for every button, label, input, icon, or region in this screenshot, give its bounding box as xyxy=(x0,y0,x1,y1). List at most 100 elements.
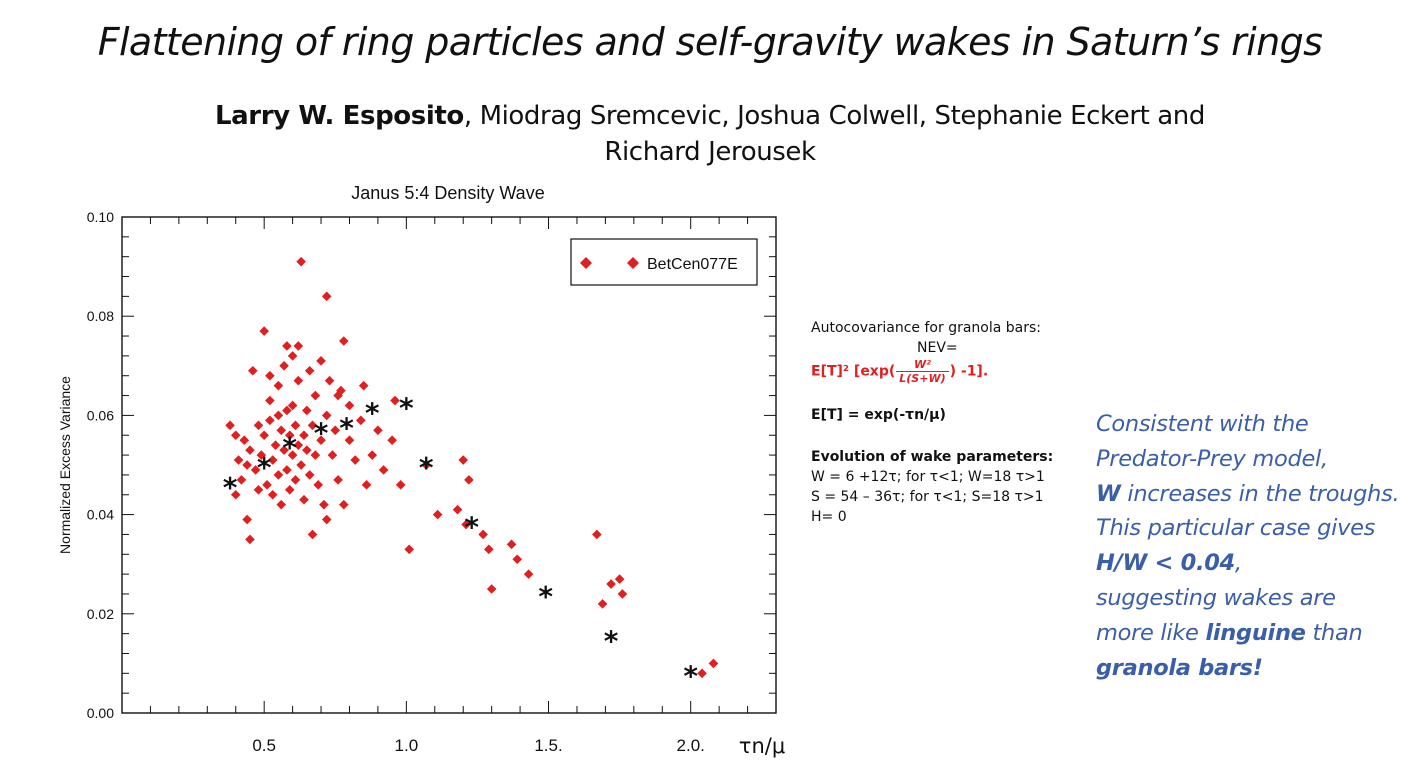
diamond-point xyxy=(395,480,406,490)
diamond-point xyxy=(245,445,255,455)
diamond-point xyxy=(236,475,247,485)
model-asterisk-point: * xyxy=(683,659,698,692)
diamond-point xyxy=(273,470,284,480)
legend-box xyxy=(570,238,758,286)
diamond-point xyxy=(265,395,275,406)
diamond-point xyxy=(367,450,378,460)
diamond-point xyxy=(512,554,523,565)
diamond-point xyxy=(233,455,244,465)
y-axis-label: Normalized Excess Variance xyxy=(57,376,73,554)
diamond-point xyxy=(299,430,309,441)
conclusion-text: Consistent with the Predator-Prey model,… xyxy=(1096,407,1416,685)
data-points: *** * * * ****** xyxy=(223,256,719,692)
diamond-point xyxy=(316,435,326,445)
x-tick-label: 1.5. xyxy=(534,736,562,755)
model-asterisk-point: * xyxy=(223,471,238,504)
diamond-point xyxy=(321,410,332,421)
diamond-point xyxy=(606,579,616,589)
diamond-point xyxy=(307,529,318,540)
model-asterisk-point: * xyxy=(538,580,553,613)
model-asterisk-point: * xyxy=(339,411,354,444)
diamond-point xyxy=(338,499,349,510)
diamond-point xyxy=(350,455,360,465)
conclusion-w: W xyxy=(1096,480,1121,507)
diamond-point xyxy=(310,390,321,401)
axis-ticks xyxy=(122,217,776,713)
nev-label: NEV= xyxy=(917,340,958,356)
diamond-point xyxy=(432,509,443,520)
diamond-point xyxy=(287,351,298,361)
diamond-point xyxy=(304,470,315,480)
nev-fraction: W² L(S+W) xyxy=(896,358,949,385)
diamond-point xyxy=(282,465,292,475)
nev-formula-lhs: E[T]² [exp( xyxy=(811,363,896,380)
nev-fraction-denominator: L(S+W) xyxy=(899,372,946,385)
diamond-point xyxy=(327,450,338,460)
diamond-point xyxy=(592,529,602,540)
diamond-point xyxy=(310,450,321,460)
diamond-point xyxy=(293,341,304,351)
diamond-point xyxy=(614,574,625,584)
conclusion-granola: granola bars! xyxy=(1096,654,1263,681)
nev-formula-rhs: ) -1]. xyxy=(949,363,989,380)
diamond-point xyxy=(299,494,309,505)
y-tick-label: 0.06 xyxy=(87,407,114,423)
diamond-point xyxy=(279,361,289,371)
conclusion-line-5-rest: , xyxy=(1234,550,1242,577)
diamond-point xyxy=(256,450,267,460)
diamond-point xyxy=(324,375,335,386)
diamond-point xyxy=(270,440,281,450)
model-asterisk-point: * xyxy=(604,625,619,658)
diamond-point xyxy=(225,420,235,431)
conclusion-line-3-rest: increases in the troughs. xyxy=(1120,480,1400,507)
x-tick-label: 1.0 xyxy=(395,736,419,755)
conclusion-line-2: Predator-Prey model, xyxy=(1096,445,1328,472)
diamond-point xyxy=(253,420,264,431)
density-wave-chart: Janus 5:4 Density Wave 0.000.020.040.060… xyxy=(57,183,785,758)
conclusion-line-8: granola bars! xyxy=(1096,651,1416,686)
x-tick-label: 2.0. xyxy=(677,736,705,755)
diamond-point xyxy=(333,390,343,401)
conclusion-line-6: suggesting wakes are xyxy=(1096,584,1336,611)
diamond-point xyxy=(378,465,389,475)
autocovariance-heading: Autocovariance for granola bars: xyxy=(811,320,1042,336)
diamond-point xyxy=(293,440,304,450)
diamond-point xyxy=(230,489,241,500)
diamond-point xyxy=(452,504,463,515)
diamond-point xyxy=(276,425,287,436)
diamond-point xyxy=(307,420,318,431)
diamond-point xyxy=(404,544,414,555)
diamond-point xyxy=(387,435,397,445)
y-tick-label: 0.00 xyxy=(87,705,114,721)
diamond-point xyxy=(284,430,295,441)
conclusion-linguine: linguine xyxy=(1205,619,1306,646)
coauthors-line-1: , Miodrag Sremcevic, Joshua Colwell, Ste… xyxy=(463,101,1206,131)
diamond-point xyxy=(478,529,488,540)
h-rule: H= 0 xyxy=(811,509,847,525)
legend: BetCen077E xyxy=(570,238,758,286)
legend-marker-left xyxy=(580,257,592,269)
conclusion-line-3: W increases in the troughs. xyxy=(1096,477,1416,512)
diamond-point xyxy=(273,410,284,421)
diamond-point xyxy=(284,485,295,495)
x-axis-label: τn/μ xyxy=(739,734,785,758)
diamond-point xyxy=(282,405,292,416)
conclusion-line-5: H/W < 0.04, xyxy=(1096,546,1416,581)
model-asterisk-point: * xyxy=(419,451,434,484)
diamond-point xyxy=(333,475,343,485)
model-asterisk-point: * xyxy=(399,391,414,424)
diamond-point xyxy=(282,341,292,351)
y-tick-label: 0.02 xyxy=(87,606,114,622)
diamond-point xyxy=(486,584,497,594)
plot-frame xyxy=(121,216,777,714)
w-rule: W = 6 +12τ; for τ<1; W=18 τ>1 xyxy=(811,469,1045,485)
y-tick-label: 0.10 xyxy=(87,209,114,225)
diamond-point xyxy=(293,375,304,386)
diamond-point xyxy=(358,380,369,391)
diamond-point xyxy=(302,445,312,455)
s-rule: S = 54 – 36τ; for τ<1; S=18 τ>1 xyxy=(811,489,1044,505)
diamond-point xyxy=(287,400,298,411)
diamond-point xyxy=(267,455,278,465)
diamond-point xyxy=(464,475,474,485)
diamond-point xyxy=(290,420,301,431)
